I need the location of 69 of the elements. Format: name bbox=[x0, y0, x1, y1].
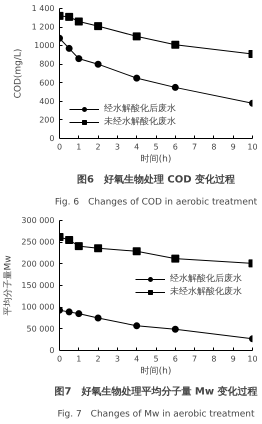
x-tick-label: 9 bbox=[230, 354, 236, 364]
point bbox=[65, 12, 74, 21]
y-tick-label: 100 000 bbox=[21, 302, 55, 312]
point bbox=[75, 55, 82, 62]
y-tick-label: 150 000 bbox=[21, 281, 55, 290]
y-tick-label: 1 200 bbox=[32, 22, 55, 32]
point bbox=[66, 308, 73, 316]
x-tick-label: 10 bbox=[247, 354, 258, 364]
x-tick-label: 2 bbox=[96, 354, 101, 364]
x-tick-label: 2 bbox=[96, 142, 101, 152]
y-tick-label: 800 bbox=[39, 60, 55, 69]
x-tick-label: 7 bbox=[192, 354, 198, 364]
point bbox=[172, 326, 179, 333]
point bbox=[132, 32, 141, 40]
y-tick-label: 1 400 bbox=[32, 4, 55, 13]
x-tick-label: 10 bbox=[247, 142, 258, 152]
caption: 图6 好氧生物处理 COD 变化过程 bbox=[76, 174, 236, 186]
y-tick-label: 250 000 bbox=[21, 238, 55, 247]
y-axis-title: COD(mg/L) bbox=[14, 48, 24, 98]
x-tick-label: 4 bbox=[134, 142, 140, 152]
point bbox=[132, 247, 141, 256]
x-tick-label: 6 bbox=[172, 354, 178, 364]
point bbox=[172, 84, 179, 91]
point bbox=[133, 322, 140, 330]
point bbox=[65, 236, 74, 244]
point bbox=[171, 40, 180, 49]
y-tick-label: 1000 bbox=[34, 41, 54, 50]
caption: Fig. 7 Changes of Mw in aerobic treatment bbox=[57, 410, 255, 420]
x-tick-label: 8 bbox=[211, 354, 216, 364]
y-tick-label: 0 bbox=[49, 134, 55, 143]
x-tick-label: 8 bbox=[211, 142, 216, 152]
point bbox=[94, 244, 102, 252]
y-tick-label: 50 000 bbox=[26, 324, 55, 334]
point bbox=[66, 44, 73, 52]
point bbox=[94, 314, 102, 322]
x-tick-label: 0 bbox=[56, 142, 62, 152]
x-tick-label: 3 bbox=[114, 142, 120, 152]
x-tick-label: 1 bbox=[76, 354, 82, 364]
legend-label: 未经水解酸化废水 bbox=[104, 116, 176, 128]
y-axis-title: 平均分子量Mw bbox=[2, 255, 14, 316]
caption: Fig. 6 Changes of COD in aerobic treatment bbox=[54, 198, 258, 208]
point bbox=[133, 74, 140, 82]
x-tick-label: 4 bbox=[134, 354, 140, 364]
y-tick-label: 0 bbox=[49, 346, 55, 355]
x-tick-label: 9 bbox=[230, 142, 236, 152]
x-axis-title: 时间(h) bbox=[140, 154, 172, 164]
point bbox=[74, 242, 83, 250]
point bbox=[94, 60, 102, 68]
legend-label: 经水解酸化后废水 bbox=[104, 102, 176, 115]
x-tick-label: 0 bbox=[56, 354, 62, 364]
y-tick-label: 200 bbox=[39, 115, 55, 124]
y-tick-label: 400 bbox=[39, 96, 55, 106]
legend-label: 未经水解酸化废水 bbox=[170, 286, 242, 298]
x-tick-label: 5 bbox=[153, 142, 159, 152]
caption: 图7 好氧生物处理平均分子量 Mw 变化过程 bbox=[54, 386, 258, 398]
legend-label: 经水解酸化后废水 bbox=[170, 272, 242, 285]
y-tick-label: 200 000 bbox=[21, 259, 55, 268]
point bbox=[74, 18, 83, 26]
y-tick-label: 600 bbox=[39, 78, 55, 88]
point bbox=[171, 254, 180, 263]
x-axis-title: 时间(h) bbox=[140, 366, 172, 376]
x-tick-label: 3 bbox=[114, 354, 120, 364]
x-tick-label: 5 bbox=[153, 354, 159, 364]
y-tick-label: 300 000 bbox=[21, 216, 55, 225]
x-tick-label: 1 bbox=[76, 142, 82, 152]
x-tick-label: 7 bbox=[192, 142, 198, 152]
point bbox=[94, 22, 102, 30]
x-tick-label: 6 bbox=[172, 142, 178, 152]
point bbox=[75, 310, 82, 318]
